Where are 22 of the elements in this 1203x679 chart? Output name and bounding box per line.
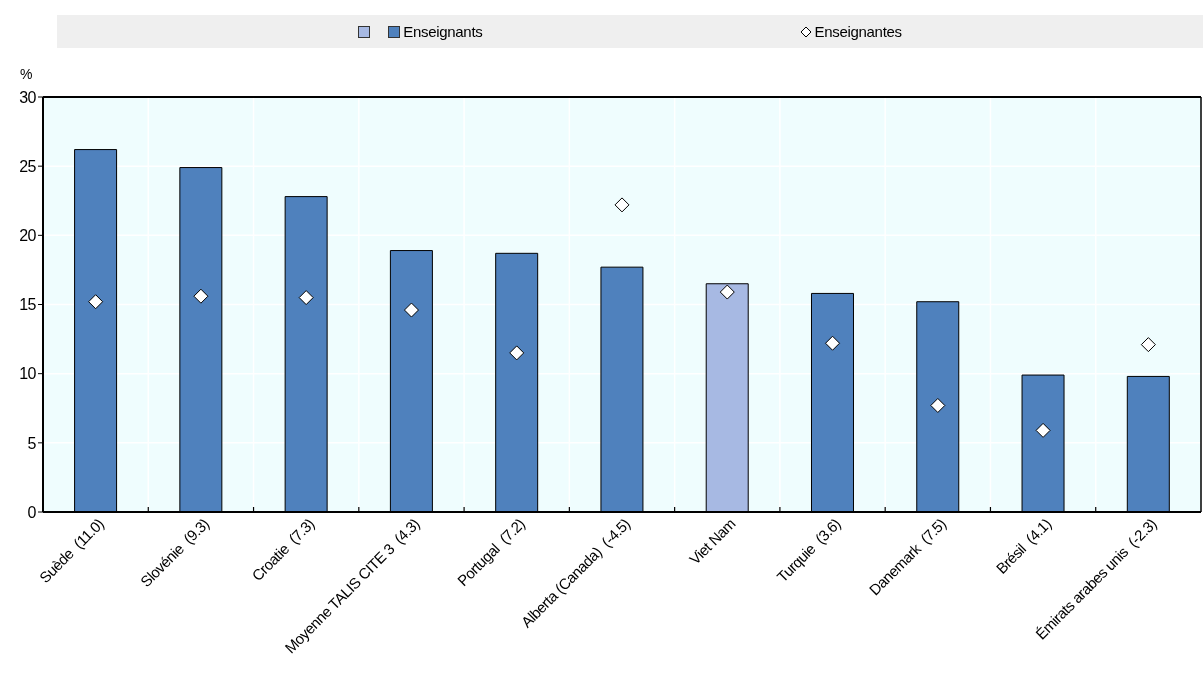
y-tick-label: 30 [19, 88, 37, 106]
y-tick-label: 0 [27, 503, 37, 521]
y-tick-label: 25 [19, 157, 37, 175]
point [1035, 422, 1051, 438]
y-tick-label: 10 [19, 365, 37, 383]
point [403, 302, 419, 318]
legend-label: Enseignants [403, 23, 483, 40]
legend-label: Enseignantes [814, 23, 902, 40]
point [1140, 337, 1156, 353]
y-tick-label: 20 [19, 227, 37, 245]
point [298, 290, 314, 306]
point [193, 288, 209, 304]
point [930, 397, 946, 413]
point [88, 294, 104, 310]
y-tick-label: 15 [19, 296, 37, 314]
y-tick-label: 5 [27, 434, 37, 452]
point [509, 345, 525, 361]
legend-panel: Enseignants Enseignantes [57, 15, 1203, 48]
y-axis-title: % [20, 66, 33, 82]
point [719, 284, 735, 300]
point [614, 197, 630, 213]
point [825, 335, 841, 351]
